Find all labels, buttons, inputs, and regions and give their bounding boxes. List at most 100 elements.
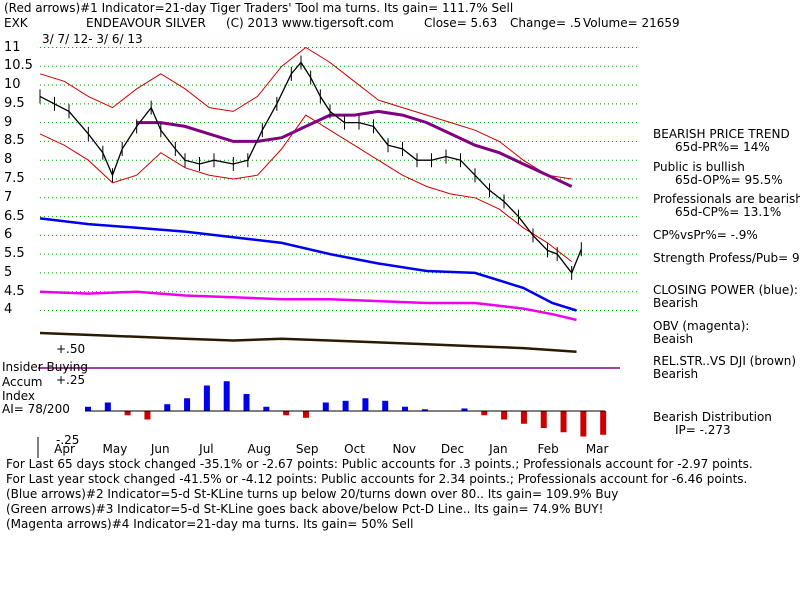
accum-bar <box>322 402 329 411</box>
accum-bar <box>600 411 607 435</box>
month-label: Dec <box>440 442 465 456</box>
y-tick-label: 8.5 <box>4 133 25 149</box>
company-name: ENDEAVOUR SILVER <box>86 16 206 30</box>
bollinger-bands <box>39 46 573 262</box>
date-range: 3/ 7/ 12- 3/ 6/ 13 <box>42 32 143 46</box>
y-tick-label: 9.5 <box>4 95 25 111</box>
accum-bar <box>184 398 191 411</box>
footer-line5: (Magenta arrows)#4 Indicator=21-day ma t… <box>6 517 414 531</box>
bearish-trend-title: BEARISH PRICE TREND <box>653 127 790 141</box>
month-label: Oct <box>344 442 365 456</box>
pr-value: 65d-PR%= 14% <box>675 140 770 154</box>
obv-label: OBV (magenta): <box>653 319 750 333</box>
accum-bar <box>342 400 349 411</box>
footer-line1: For Last 65 days stock changed -35.1% or… <box>6 457 753 471</box>
accum-bar <box>560 411 567 433</box>
month-label: Nov <box>392 442 416 456</box>
accumulation-index-bars <box>85 381 607 437</box>
accum-bar <box>501 411 508 420</box>
moving-average <box>136 109 573 188</box>
y-tick-label: 5.5 <box>4 246 25 262</box>
accum-bar <box>580 411 587 437</box>
ma21-line <box>136 109 573 188</box>
lower-band-line <box>39 114 573 262</box>
accum-bar <box>104 402 111 411</box>
accum-bar <box>402 406 409 411</box>
accum-bar <box>144 411 151 420</box>
y-tick-label: 9 <box>4 114 13 130</box>
public-status: Public is bullish <box>653 160 745 174</box>
upper-band-line <box>39 46 572 180</box>
y-tick-label: 8 <box>4 152 13 168</box>
month-label: Feb <box>537 442 559 456</box>
ai-label: AI= 78/200 <box>2 402 70 416</box>
volume-value: Volume= 21659 <box>583 16 680 30</box>
relstr-label: REL.STR..VS DJI (brown) <box>653 354 797 368</box>
footer-line4: (Green arrows)#3 Indicator=5-d St-KLine … <box>6 502 604 516</box>
accum-bar <box>461 408 468 411</box>
accum-bar <box>520 411 527 424</box>
price-line <box>39 55 582 280</box>
obv-state: Beaish <box>653 332 694 346</box>
y-tick-label: 5 <box>4 264 13 280</box>
accum-bar <box>421 409 428 411</box>
minus25-label: -.25 <box>56 433 80 447</box>
index-label: Index <box>2 389 36 403</box>
distribution-label: Bearish Distribution <box>653 410 772 424</box>
accum-bar <box>164 404 171 411</box>
plus50-label: +.50 <box>56 342 86 356</box>
month-label: Jul <box>199 442 214 456</box>
y-tick-label: 7 <box>4 189 13 205</box>
indicator-lines <box>39 217 577 354</box>
ip-value: IP= -.273 <box>675 423 731 437</box>
month-label: Aug <box>247 442 271 456</box>
change-value: Change= .5 <box>510 16 582 30</box>
footer-line2: For Last year stock changed -41.5% or -4… <box>6 472 748 486</box>
month-label: Apr <box>54 442 75 456</box>
accum-bar <box>540 411 547 428</box>
accum-bar <box>203 385 210 411</box>
month-label: Sep <box>295 442 319 456</box>
price-series-line <box>39 61 582 275</box>
accum-bar <box>124 411 131 416</box>
y-tick-label: 7.5 <box>4 171 25 186</box>
obv-line <box>39 290 577 322</box>
month-label: Jun <box>150 442 170 456</box>
y-tick-label: 6 <box>4 227 13 243</box>
accum-bar <box>382 400 389 411</box>
rel-str-line <box>39 331 577 354</box>
footer-line3: (Blue arrows)#2 Indicator=5-d St-KLine t… <box>6 487 619 501</box>
y-tick-label: 4.5 <box>4 283 25 299</box>
accum-bar <box>283 411 290 416</box>
pros-status: Professionals are bearish <box>653 192 800 206</box>
strength-value: Strength Profess/Pub= 9.9 <box>653 251 800 265</box>
close-value: Close= 5.63 <box>424 16 498 30</box>
y-tick-label: 4 <box>4 302 13 318</box>
header-line1: (Red arrows)#1 Indicator=21-day Tiger Tr… <box>4 1 514 15</box>
accum-bar <box>243 394 250 411</box>
relstr-state: Bearish <box>653 367 699 381</box>
month-label: Jan <box>489 442 508 456</box>
y-tick-label: 10 <box>4 77 21 93</box>
closing-power-state: Bearish <box>653 296 699 310</box>
month-label: May <box>102 442 128 456</box>
ticker: EXK <box>4 16 28 30</box>
closing-power-line <box>39 217 577 312</box>
insider-buying-label: Insider Buying <box>2 360 88 374</box>
accum-label: Accum <box>2 375 43 389</box>
y-tick-label: 6.5 <box>4 208 25 224</box>
accum-bar <box>302 411 309 418</box>
accum-bar <box>481 411 488 416</box>
price-gridlines <box>40 47 640 311</box>
closing-power-label: CLOSING POWER (blue): <box>653 283 798 297</box>
y-tick-label: 10.5 <box>4 58 33 74</box>
accum-bar <box>263 406 270 411</box>
copyright: (C) 2013 www.tigersoft.com <box>226 16 394 30</box>
accum-bar <box>85 406 91 411</box>
y-tick-label: 11 <box>4 39 21 55</box>
accum-bar <box>362 398 369 411</box>
op-value: 65d-OP%= 95.5% <box>675 173 783 187</box>
plus25-label: +.25 <box>56 373 86 387</box>
cpvspr-value: CP%vsPr%= -.9% <box>653 228 758 242</box>
